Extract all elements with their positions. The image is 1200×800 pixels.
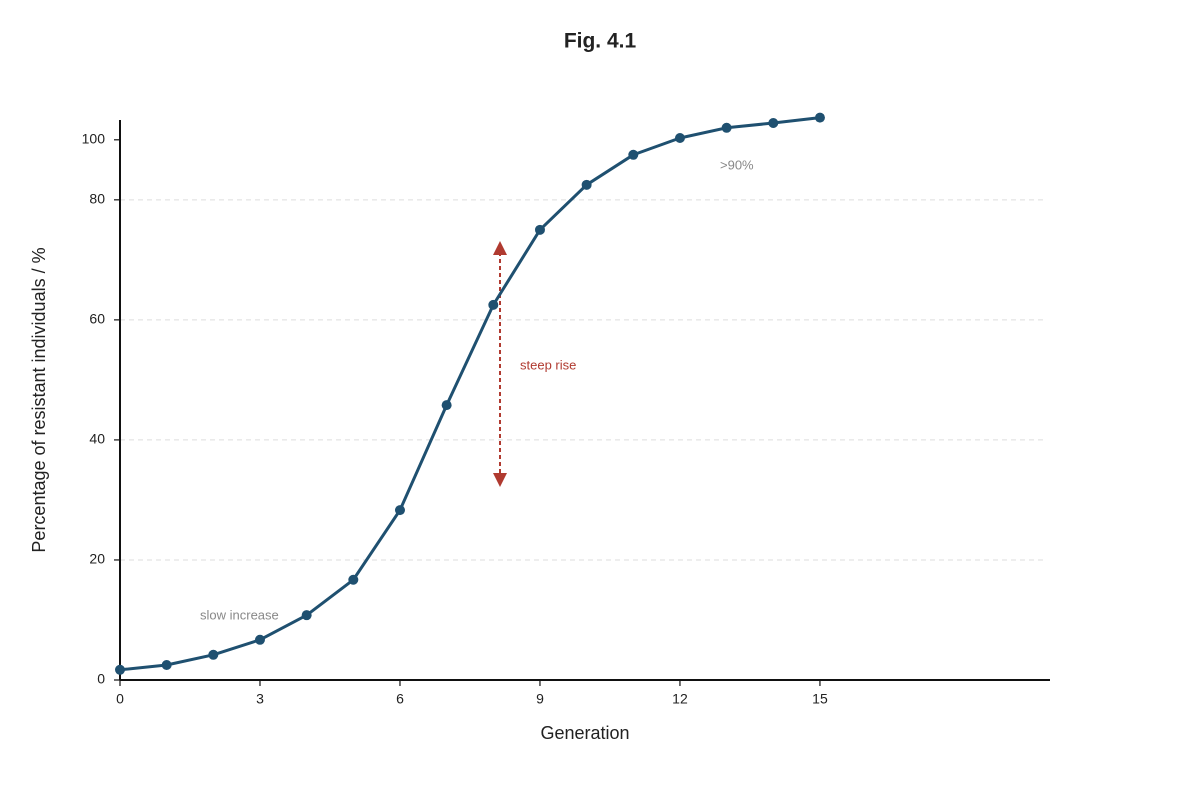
data-point	[348, 574, 359, 585]
x-axis-label: Generation	[540, 723, 629, 743]
data-point	[394, 505, 405, 516]
data-point	[721, 122, 732, 133]
data-point	[115, 664, 125, 675]
data-point	[581, 179, 592, 190]
data-point	[301, 610, 312, 621]
y-tick-label: 100	[82, 131, 106, 147]
data-point	[768, 118, 779, 129]
x-tick-label: 3	[256, 691, 264, 707]
data-point	[441, 400, 452, 411]
chart-title: Fig. 4.1	[564, 30, 637, 53]
data-point	[814, 112, 825, 123]
data-point	[534, 224, 545, 235]
y-tick-label: 40	[89, 431, 105, 447]
data-point	[488, 299, 499, 310]
data-point	[628, 149, 639, 160]
data-point	[674, 133, 685, 144]
data-point	[254, 634, 265, 645]
annotation: slow increase	[200, 607, 279, 622]
series-line	[119, 116, 821, 672]
y-tick-label: 20	[89, 551, 105, 567]
y-tick-label: 80	[89, 191, 105, 207]
annotation: >90%	[720, 157, 754, 172]
data-point	[208, 649, 219, 660]
annotation: steep rise	[520, 357, 576, 372]
data-point	[161, 659, 172, 670]
y-tick-label: 60	[89, 311, 105, 327]
x-tick-label: 12	[672, 691, 688, 707]
y-tick-label: 0	[97, 671, 105, 687]
y-axis-label: Percentage of resistant individuals / %	[29, 247, 49, 552]
x-tick-label: 0	[116, 691, 124, 707]
x-tick-label: 6	[396, 691, 404, 707]
x-tick-label: 9	[536, 691, 544, 707]
x-tick-label: 15	[812, 691, 828, 707]
